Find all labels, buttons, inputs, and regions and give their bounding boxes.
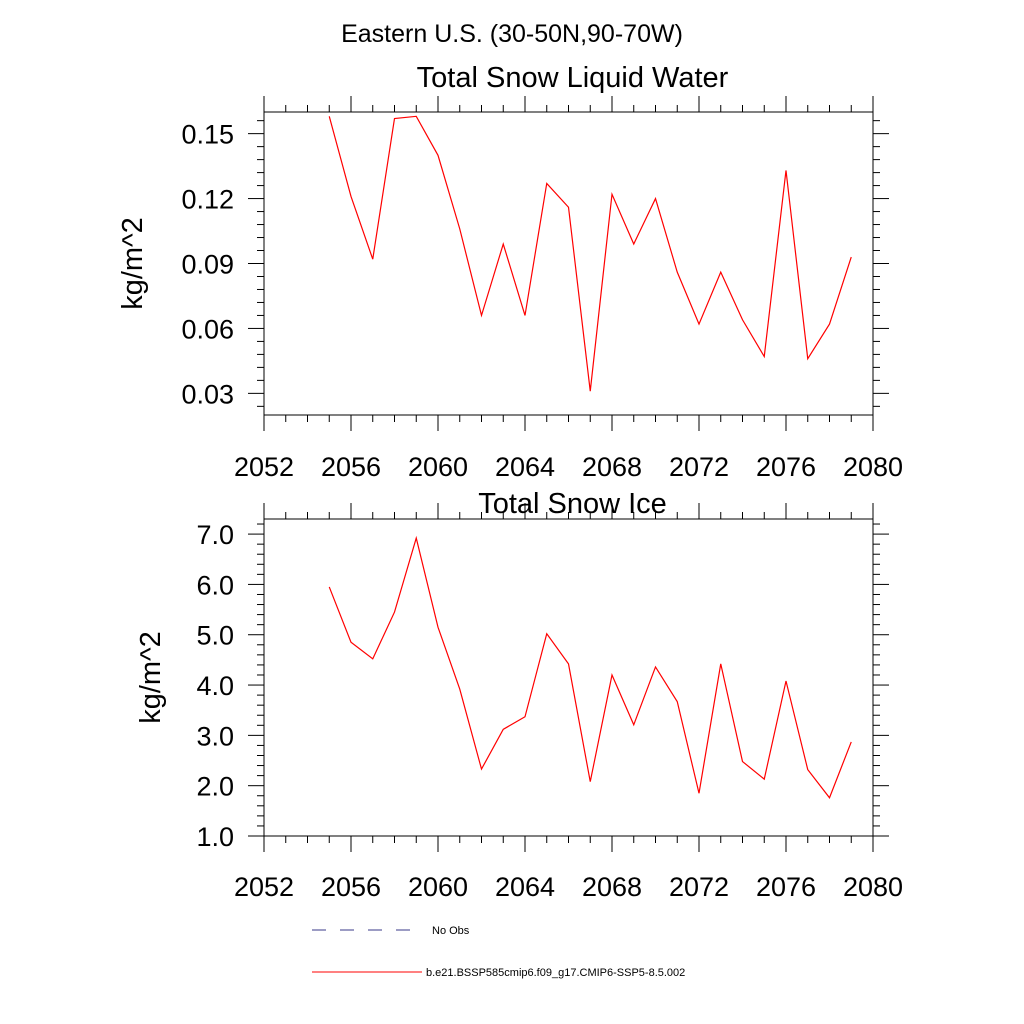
figure-suptitle: Eastern U.S. (30-50N,90-70W): [341, 20, 683, 48]
y-axis-label: kg/m^2: [135, 631, 167, 724]
y-tick-label: 0.06: [181, 314, 234, 344]
series-line: [328, 115, 852, 392]
legend-label-no-obs: No Obs: [432, 925, 470, 937]
x-tick-label: 2072: [669, 872, 729, 902]
legend-label-model-run: b.e21.BSSP585cmip6.f09_g17.CMIP6-SSP5-8.…: [426, 967, 685, 979]
y-tick-label: 4.0: [196, 671, 234, 701]
x-tick-label: 2080: [843, 872, 903, 902]
y-tick-label: 0.15: [181, 120, 234, 150]
y-tick-label: 7.0: [196, 520, 234, 550]
x-tick-label: 2052: [234, 872, 294, 902]
y-axis-label: kg/m^2: [117, 217, 149, 310]
chart-title: Total Snow Liquid Water: [417, 62, 729, 94]
x-tick-label: 2064: [495, 872, 555, 902]
y-tick-label: 1.0: [196, 822, 234, 852]
series-line: [328, 535, 852, 799]
y-tick-label: 3.0: [196, 721, 234, 751]
panel-snow-ice: Total Snow Ice 2052 2056 2060 2064 2068 2072 20…: [135, 488, 903, 902]
y-tick-label: 5.0: [196, 621, 234, 651]
x-tick-label: 2060: [408, 452, 468, 482]
x-tick-label: 2052: [234, 452, 294, 482]
x-tick-label: 2060: [408, 872, 468, 902]
panel-snow-liquid-water: Total Snow Liquid Water 2052 2056 2060 2064 2…: [117, 62, 903, 482]
x-tick-label: 2064: [495, 452, 555, 482]
y-tick-label: 2.0: [196, 772, 234, 802]
x-tick-label: 2076: [756, 452, 816, 482]
y-tick-label: 0.09: [181, 250, 234, 280]
x-tick-label: 2056: [321, 872, 381, 902]
plot-frame: [263, 111, 874, 416]
legend: No Obs b.e21.BSSP585cmip6.f09_g17.CMIP6-…: [312, 925, 685, 979]
y-tick-label: 6.0: [196, 570, 234, 600]
x-tick-label: 2068: [582, 872, 642, 902]
x-tick-label: 2072: [669, 452, 729, 482]
x-tick-label: 2076: [756, 872, 816, 902]
x-tick-label: 2080: [843, 452, 903, 482]
y-tick-label: 0.03: [181, 379, 234, 409]
chart-title: Total Snow Ice: [478, 488, 667, 520]
x-tick-label: 2056: [321, 452, 381, 482]
plot-frame: [263, 518, 874, 837]
x-tick-label: 2068: [582, 452, 642, 482]
y-tick-label: 0.12: [181, 185, 234, 215]
